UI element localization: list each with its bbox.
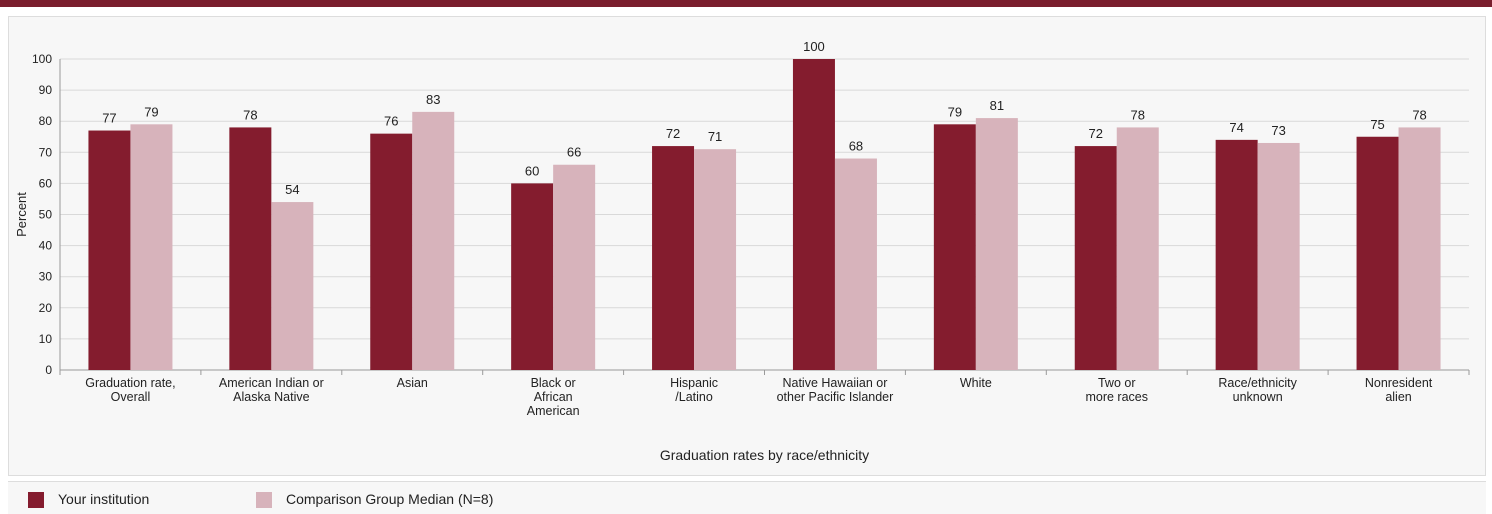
bar-your-institution (792, 59, 835, 370)
bar-comparison-median (1398, 127, 1441, 370)
bar-your-institution (652, 146, 695, 370)
chart-panel: 0 10 20 30 40 50 60 70 80 90 100 Percent 77 79 Graduat… (8, 16, 1486, 476)
graduation-rates-bar-chart: 0 10 20 30 40 50 60 70 80 90 100 Percent 77 79 Graduat… (14, 39, 1470, 463)
x-category-label: unknown (1233, 390, 1283, 404)
bar-your-institution (1215, 139, 1258, 370)
x-category-label: /Latino (675, 390, 713, 404)
data-label-your-institution: 75 (1370, 117, 1384, 132)
data-label-your-institution: 72 (666, 126, 680, 141)
bar-comparison-median (1257, 142, 1300, 370)
x-category-label: Asian (397, 376, 428, 390)
x-category-label: Nonresident (1365, 376, 1433, 390)
y-tick-label: 60 (39, 176, 53, 190)
bar-your-institution (511, 183, 554, 370)
x-category-label: American (527, 404, 580, 418)
bar-your-institution (88, 130, 131, 370)
bar-comparison-median (1116, 127, 1159, 370)
data-label-comparison-median: 73 (1271, 123, 1285, 138)
data-label-your-institution: 78 (243, 107, 257, 122)
bar-comparison-median (553, 164, 596, 370)
top-brand-rule (0, 0, 1492, 7)
x-category-label: African (534, 390, 573, 404)
legend-label-your-institution: Your institution (58, 491, 150, 507)
bar-your-institution (229, 127, 272, 370)
x-category-label: Overall (111, 390, 151, 404)
x-category-label: Two or (1098, 376, 1136, 390)
x-category-label: Race/ethnicity (1218, 376, 1297, 390)
data-label-your-institution: 77 (102, 111, 116, 126)
x-category-label: Black or (531, 376, 576, 390)
bar-comparison-median (412, 111, 455, 371)
data-label-comparison-median: 78 (1412, 107, 1426, 122)
legend-swatch-comparison-median (256, 492, 272, 508)
y-tick-label: 100 (32, 52, 52, 66)
y-tick-label: 90 (39, 83, 53, 97)
bar-your-institution (370, 133, 413, 370)
bar-comparison-median (271, 202, 314, 370)
data-label-comparison-median: 66 (567, 145, 581, 160)
y-tick-label: 20 (39, 301, 53, 315)
bar-comparison-median (130, 124, 173, 370)
x-axis-title: Graduation rates by race/ethnicity (660, 447, 869, 463)
legend-swatch-your-institution (28, 492, 44, 508)
legend-label-comparison-median: Comparison Group Median (N=8) (286, 491, 494, 507)
bar-your-institution (1074, 146, 1117, 370)
y-tick-label: 40 (39, 239, 53, 253)
data-label-your-institution: 74 (1229, 120, 1243, 135)
data-label-comparison-median: 71 (708, 129, 722, 144)
bar-comparison-median (975, 118, 1018, 370)
data-label-your-institution: 72 (1089, 126, 1103, 141)
bar-comparison-median (834, 158, 877, 370)
bar-your-institution (933, 124, 976, 370)
y-tick-label: 10 (39, 332, 53, 346)
y-tick-label: 80 (39, 114, 53, 128)
x-category-label: Native Hawaiian or (782, 376, 887, 390)
data-label-comparison-median: 54 (285, 182, 299, 197)
data-label-comparison-median: 83 (426, 92, 440, 107)
x-category-label: Alaska Native (233, 390, 309, 404)
x-category-label: more races (1085, 390, 1148, 404)
x-category-label: Graduation rate, (85, 376, 175, 390)
data-label-your-institution: 76 (384, 114, 398, 129)
x-category-label: alien (1385, 390, 1411, 404)
y-tick-label: 0 (45, 363, 52, 377)
data-label-your-institution: 100 (803, 39, 825, 54)
bar-comparison-median (694, 149, 737, 370)
data-label-your-institution: 79 (948, 104, 962, 119)
y-axis-title: Percent (14, 192, 29, 237)
data-label-your-institution: 60 (525, 163, 539, 178)
y-tick-label: 50 (39, 208, 53, 222)
bar-your-institution (1356, 136, 1399, 370)
y-tick-label: 30 (39, 270, 53, 284)
data-label-comparison-median: 78 (1131, 107, 1145, 122)
data-label-comparison-median: 81 (990, 98, 1004, 113)
data-label-comparison-median: 68 (849, 139, 863, 154)
chart-legend: Your institution Comparison Group Median… (8, 481, 1486, 514)
y-tick-label: 70 (39, 145, 53, 159)
x-category-label: Hispanic (670, 376, 718, 390)
x-category-label: White (960, 376, 992, 390)
x-category-label: other Pacific Islander (777, 390, 894, 404)
data-label-comparison-median: 79 (144, 104, 158, 119)
x-category-label: American Indian or (219, 376, 324, 390)
